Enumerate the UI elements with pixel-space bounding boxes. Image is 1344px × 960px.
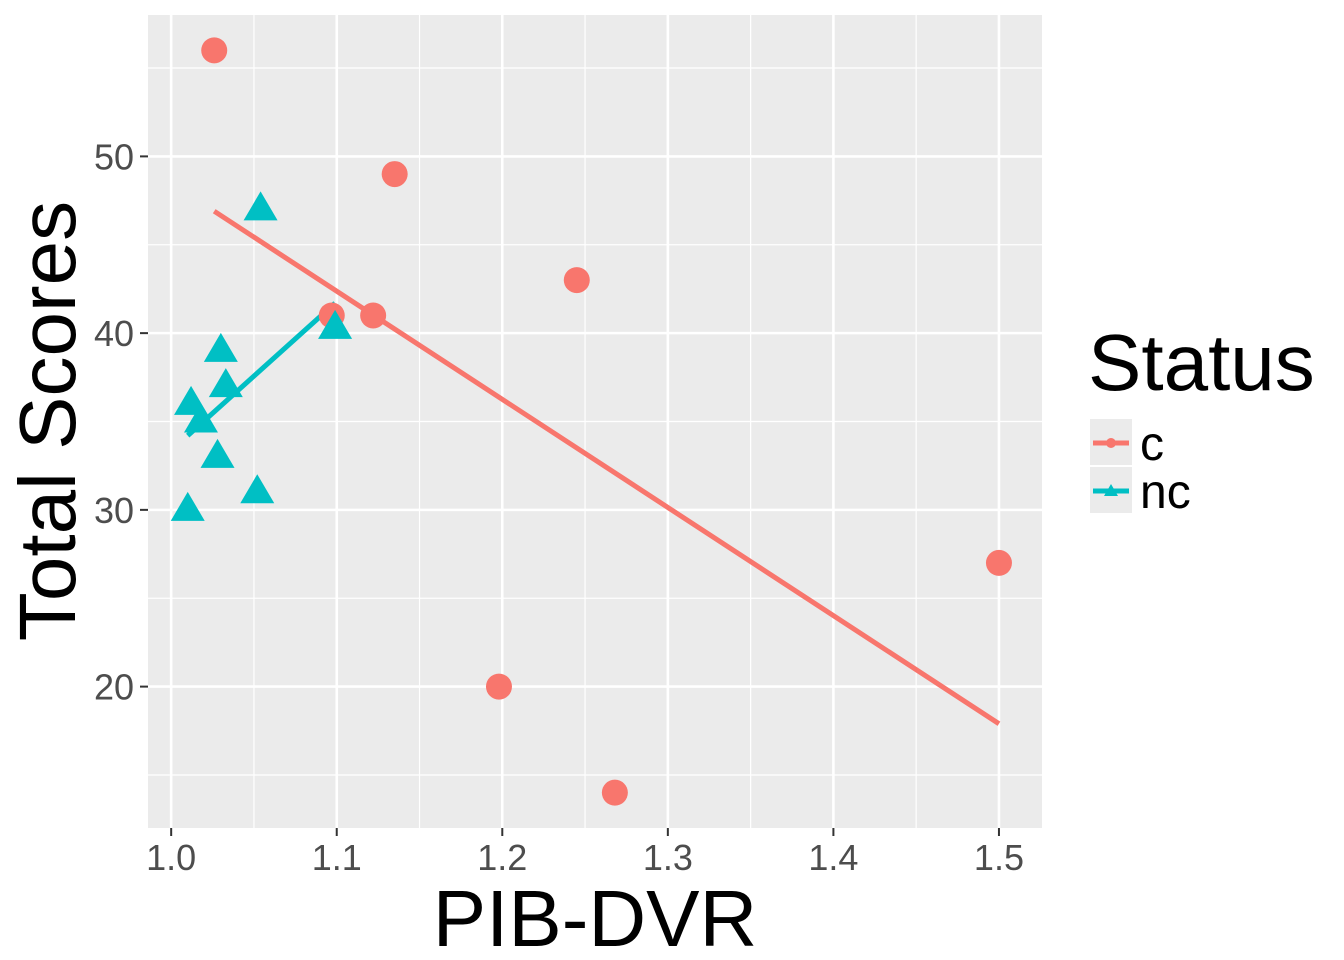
point-nc	[240, 474, 275, 504]
point-nc	[208, 368, 243, 398]
point-nc	[318, 309, 353, 339]
y-axis-ticks: 20 30 40 50	[94, 136, 148, 708]
point-nc	[203, 332, 238, 362]
point-nc	[200, 438, 235, 468]
point-c	[485, 673, 512, 700]
legend: Status cnc	[1088, 318, 1315, 519]
grid-major	[148, 15, 1042, 828]
point-c	[201, 37, 228, 64]
x-tick-label: 1.1	[312, 837, 362, 878]
point-c	[360, 302, 387, 329]
x-axis-ticks: 1.0 1.1 1.2 1.3 1.4 1.5	[146, 828, 1024, 878]
y-tick-label: 30	[94, 490, 134, 531]
x-tick-label: 1.4	[808, 837, 858, 878]
y-axis-title: Total Scores	[3, 201, 92, 641]
point-c	[563, 267, 590, 294]
legend-label-nc: nc	[1140, 466, 1191, 519]
fit-line-nc	[186, 301, 337, 438]
x-tick-label: 1.3	[643, 837, 693, 878]
x-axis-title: PIB-DVR	[433, 874, 758, 960]
legend-title: Status	[1088, 318, 1315, 407]
point-nc	[183, 403, 218, 433]
legend-label-c: c	[1140, 418, 1164, 471]
point-nc	[243, 191, 278, 221]
y-tick-label: 40	[94, 313, 134, 354]
point-c	[985, 549, 1012, 576]
fit-line-c	[212, 209, 1001, 726]
x-tick-label: 1.0	[146, 837, 196, 878]
data-points	[170, 37, 1012, 806]
x-tick-label: 1.5	[974, 837, 1024, 878]
legend-items: cnc	[1090, 418, 1191, 519]
y-tick-label: 20	[94, 667, 134, 708]
y-tick-label: 50	[94, 136, 134, 177]
point-c	[381, 161, 408, 188]
x-tick-label: 1.2	[477, 837, 527, 878]
point-c	[601, 779, 628, 806]
grid-minor	[148, 15, 1042, 828]
legend-key-marker-nc	[1104, 484, 1118, 496]
fit-lines	[186, 209, 1001, 726]
point-nc	[170, 491, 205, 521]
legend-key-marker-c	[1106, 438, 1116, 448]
